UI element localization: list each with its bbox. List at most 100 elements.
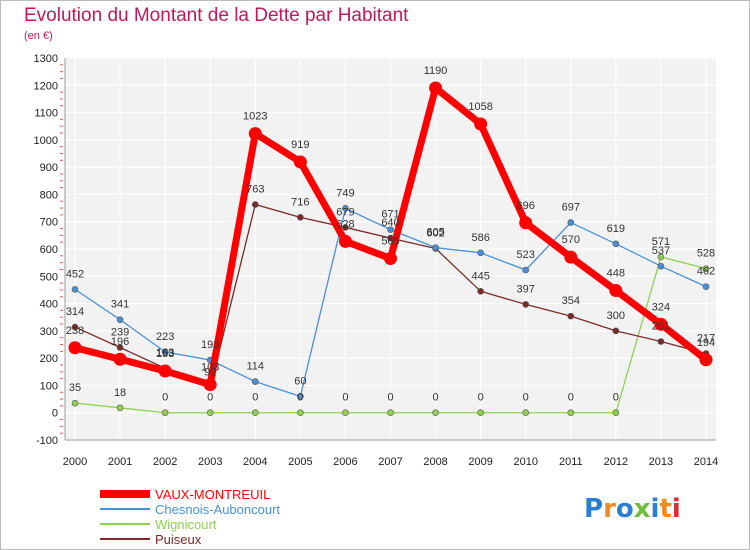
data-point [297, 393, 304, 400]
x-tick-label: 2004 [243, 456, 267, 468]
x-tick-label: 2005 [288, 456, 312, 468]
data-label: 1023 [243, 111, 267, 123]
data-label: 696 [517, 200, 535, 212]
data-label: 0 [433, 392, 439, 404]
chart-subtitle: (en €) [24, 30, 53, 42]
data-point [474, 117, 488, 131]
data-point [522, 301, 530, 308]
data-label: 217 [697, 333, 715, 345]
data-label: 452 [66, 268, 84, 280]
data-label: 716 [291, 196, 309, 208]
y-tick-label: 900 [40, 162, 58, 174]
data-label: 261 [652, 320, 670, 332]
data-label: 1190 [424, 65, 448, 77]
logo-letter: r [603, 494, 616, 524]
y-tick-label: 1000 [34, 135, 58, 147]
x-tick-label: 2009 [468, 456, 492, 468]
data-label: 1058 [468, 101, 492, 113]
data-label: 114 [247, 361, 265, 373]
chart-title: Evolution du Montant de la Dette par Hab… [24, 5, 409, 26]
data-point [477, 409, 484, 417]
data-point [612, 409, 620, 417]
x-tick-label: 2001 [108, 456, 132, 468]
data-label: 586 [471, 232, 489, 244]
logo-letter: x [634, 494, 651, 524]
data-point [251, 409, 259, 417]
data-point [68, 341, 82, 355]
y-tick-label: 100 [40, 380, 58, 392]
data-label: 462 [697, 266, 715, 278]
data-point [477, 287, 484, 295]
data-label: 223 [156, 331, 174, 343]
logo-letter: P [584, 494, 603, 524]
y-tick-label: 700 [40, 217, 58, 229]
data-point [612, 327, 620, 335]
data-label: 0 [523, 392, 529, 404]
data-point [522, 266, 530, 274]
grid [65, 57, 716, 441]
data-point [519, 216, 533, 230]
y-tick-label: 1100 [34, 108, 58, 120]
data-point [342, 205, 349, 212]
data-point [71, 323, 79, 331]
x-tick-label: 2013 [649, 456, 673, 468]
data-point [699, 353, 713, 367]
data-point [432, 409, 439, 417]
data-point [251, 378, 259, 385]
x-tick-label: 2010 [513, 456, 537, 468]
data-label: 324 [652, 301, 670, 313]
data-point [206, 409, 214, 417]
data-point [657, 262, 665, 270]
data-label: 0 [297, 392, 303, 404]
legend-label-3: Puiseux [155, 532, 202, 547]
data-label: 0 [613, 392, 619, 404]
data-label: 194 [697, 337, 715, 349]
data-label: 354 [562, 295, 580, 307]
data-point [657, 253, 665, 261]
data-label: 763 [246, 184, 264, 196]
legend-label-0: VAUX-MONTREUIL [155, 487, 270, 502]
data-label: 300 [607, 310, 625, 322]
data-point [161, 409, 169, 417]
data-point [71, 399, 79, 407]
data-point [567, 312, 575, 320]
data-point [702, 265, 710, 272]
data-point [477, 249, 484, 257]
x-tick-label: 2006 [333, 456, 357, 468]
data-label: 0 [387, 392, 393, 404]
data-label: 0 [568, 392, 574, 404]
data-label: 18 [114, 387, 126, 399]
data-point [342, 224, 349, 231]
data-point [297, 214, 304, 221]
legend-label-1: Chesnois-Auboncourt [155, 502, 280, 517]
data-label: 397 [517, 283, 535, 295]
data-point [564, 250, 578, 264]
data-label: 697 [562, 202, 580, 214]
data-point [657, 338, 665, 345]
y-tick-label: 1300 [34, 53, 58, 65]
data-label: 153 [156, 348, 174, 360]
data-label: 0 [162, 392, 168, 404]
data-point [203, 378, 217, 392]
y-tick-label: 600 [40, 244, 58, 256]
data-label: 565 [381, 236, 399, 248]
data-point [248, 127, 262, 141]
axes: -100010020030040050060070080090010001100… [34, 53, 719, 468]
series-group [68, 81, 713, 417]
data-point [297, 409, 304, 417]
data-point [116, 316, 124, 323]
data-point [609, 283, 623, 297]
data-point [116, 344, 124, 351]
data-label: 628 [336, 218, 354, 230]
data-label: 0 [478, 392, 484, 404]
data-point [161, 348, 169, 356]
data-label: 341 [111, 299, 129, 311]
data-point [71, 286, 79, 293]
data-label: 448 [607, 267, 625, 279]
y-tick-label: 500 [40, 271, 58, 283]
x-tick-label: 2002 [153, 456, 177, 468]
data-point [293, 155, 307, 169]
data-label: 0 [207, 392, 213, 404]
data-point [384, 252, 397, 266]
